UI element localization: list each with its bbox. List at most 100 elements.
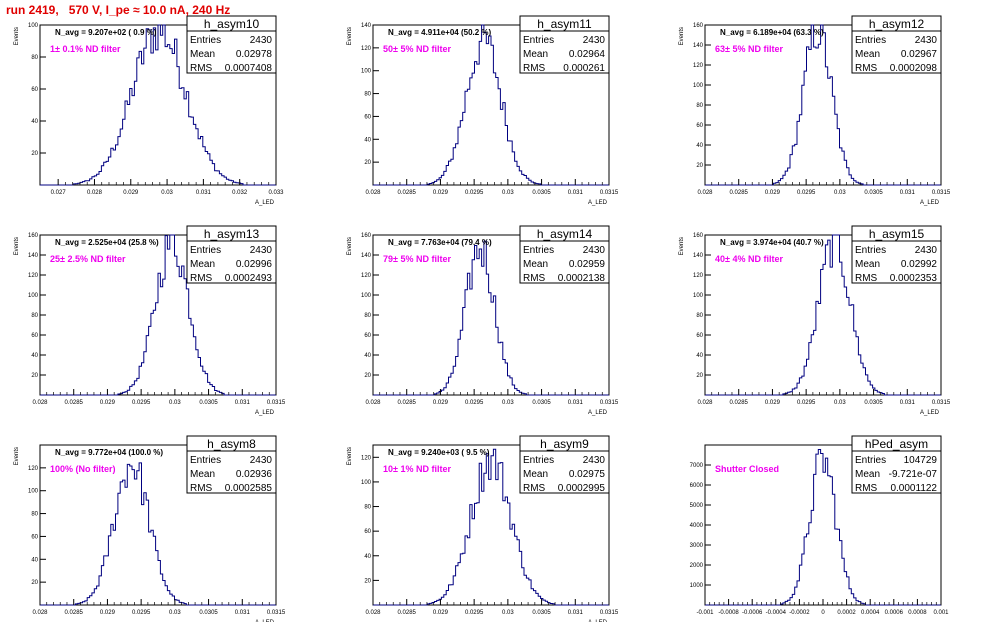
- stat-value: 0.02936: [236, 469, 273, 480]
- x-axis-title: A_LED: [588, 410, 608, 416]
- y-axis-title: Events: [14, 447, 20, 465]
- histogram-pad-hPed_asym: -0.001 -0.0008 -0.0006 -0.0004 -0.0002 0 0.000…: [690, 435, 949, 616]
- x-tick-label: 0.0305: [532, 400, 551, 406]
- x-tick-label: 0.03: [502, 610, 514, 616]
- x-tick-label: 0.028: [365, 190, 381, 196]
- stat-value: 0.0002493: [225, 273, 273, 284]
- y-tick-label: 100: [28, 489, 39, 495]
- y-axis: 20 40 60 80 100 120 140 160: [28, 233, 46, 379]
- x-tick-label: 0.029: [100, 400, 116, 406]
- y-axis: 20 40 60 80 100 120 140 160: [693, 23, 711, 169]
- x-tick-label: 0.0305: [199, 610, 218, 616]
- y-tick-label: 40: [364, 554, 371, 560]
- x-tick-label: 0.031: [900, 190, 916, 196]
- histogram-name: h_asym9: [540, 437, 589, 451]
- stat-value: -9.721e-07: [889, 469, 938, 480]
- y-tick-label: 100: [361, 293, 372, 299]
- stat-label: Mean: [855, 49, 880, 60]
- stat-value: 2430: [583, 35, 606, 46]
- stat-label: RMS: [855, 483, 878, 494]
- x-tick-label: 0.031: [235, 400, 251, 406]
- x-tick-label: 0.03: [834, 400, 846, 406]
- histogram-name: h_asym10: [204, 17, 260, 31]
- x-tick-label: 0.0315: [600, 190, 619, 196]
- x-tick-label: 0.03: [169, 400, 181, 406]
- histogram-line: [373, 240, 609, 396]
- stat-label: RMS: [523, 273, 546, 284]
- stat-value: 0.02975: [569, 469, 606, 480]
- y-tick-label: 140: [361, 23, 372, 29]
- y-tick-label: 160: [28, 233, 39, 239]
- navg-label: N_avg = 9.207e+02 ( 0.9 %): [55, 28, 157, 37]
- y-axis-title: Events: [347, 237, 353, 255]
- y-tick-label: 80: [364, 313, 371, 319]
- x-tick-label: -0.001: [696, 610, 714, 616]
- stat-value: 0.0001122: [890, 483, 937, 494]
- filter-label: 79± 5% ND filter: [383, 254, 451, 264]
- x-axis-title: A_LED: [920, 200, 940, 206]
- histogram-line: [705, 449, 941, 606]
- stat-value: 0.02964: [569, 49, 606, 60]
- y-tick-label: 100: [693, 293, 704, 299]
- y-tick-label: 140: [361, 253, 372, 259]
- y-axis-title: Events: [14, 27, 20, 45]
- histogram-pad-h_asym13: 0.028 0.0285 0.029 0.0295 0.03 0.0305 0.031 0.0…: [14, 225, 286, 416]
- y-axis-title: Events: [679, 27, 685, 45]
- stat-label: RMS: [855, 273, 878, 284]
- histogram-pad-h_asym8: 0.028 0.0285 0.029 0.0295 0.03 0.0305 0.031 0.0…: [14, 435, 286, 622]
- y-tick-label: 6000: [690, 483, 704, 489]
- y-tick-label: 60: [31, 87, 38, 93]
- stat-label: Entries: [855, 455, 886, 466]
- y-tick-label: 20: [364, 160, 371, 166]
- y-axis-title: Events: [14, 237, 20, 255]
- y-tick-label: 80: [31, 313, 38, 319]
- y-tick-label: 140: [693, 43, 704, 49]
- y-tick-label: 100: [28, 293, 39, 299]
- histogram-line: [705, 24, 941, 186]
- x-axis: 0.027 0.028 0.029 0.03 0.031 0.032 0.033: [51, 179, 284, 196]
- x-tick-label: 0.031: [196, 190, 212, 196]
- x-axis-title: A_LED: [588, 620, 608, 622]
- x-tick-label: 0: [821, 610, 825, 616]
- x-tick-label: 0.0305: [532, 610, 551, 616]
- stat-value: 0.0002138: [558, 273, 606, 284]
- y-tick-label: 60: [364, 529, 371, 535]
- x-tick-label: -0.0006: [742, 610, 763, 616]
- x-tick-label: 0.0285: [65, 400, 84, 406]
- stat-label: Mean: [190, 49, 215, 60]
- x-axis-title: A_LED: [920, 410, 940, 416]
- y-tick-label: 140: [693, 253, 704, 259]
- x-tick-label: 0.029: [123, 190, 139, 196]
- filter-label: 40± 4% ND filter: [715, 254, 783, 264]
- navg-label: N_avg = 9.240e+03 ( 9.5 %): [388, 448, 490, 457]
- x-tick-label: 0.03: [169, 610, 181, 616]
- stat-label: Mean: [523, 49, 548, 60]
- filter-label: 25± 2.5% ND filter: [50, 254, 126, 264]
- y-tick-label: 80: [31, 55, 38, 61]
- stats-box: [851, 225, 942, 284]
- stat-label: Mean: [190, 469, 215, 480]
- histogram-line: [40, 234, 276, 396]
- y-tick-label: 80: [364, 92, 371, 98]
- y-tick-label: 60: [364, 333, 371, 339]
- y-tick-label: 20: [364, 578, 371, 584]
- stat-label: Entries: [190, 245, 221, 256]
- x-tick-label: 0.0305: [199, 400, 218, 406]
- x-tick-label: 0.032: [232, 190, 248, 196]
- histogram-name: h_asym8: [207, 437, 256, 451]
- x-axis: 0.028 0.0285 0.029 0.0295 0.03 0.0305 0.031 0.0…: [365, 389, 619, 406]
- x-tick-label: 0.028: [32, 400, 48, 406]
- stats-box: [851, 15, 942, 74]
- x-tick-label: 0.0295: [132, 610, 151, 616]
- stat-label: RMS: [855, 63, 878, 74]
- x-tick-label: 0.031: [900, 400, 916, 406]
- stat-value: 2430: [915, 245, 938, 256]
- stat-label: Mean: [523, 259, 548, 270]
- x-tick-label: 0.0285: [65, 610, 84, 616]
- y-axis: 20 40 60 80 100 120: [28, 466, 46, 586]
- navg-label: N_avg = 2.525e+04 (25.8 %): [55, 238, 159, 247]
- histogram-line: [705, 234, 941, 396]
- stat-label: Entries: [523, 245, 554, 256]
- x-tick-label: 0.0295: [797, 400, 816, 406]
- x-tick-label: 0.027: [51, 190, 67, 196]
